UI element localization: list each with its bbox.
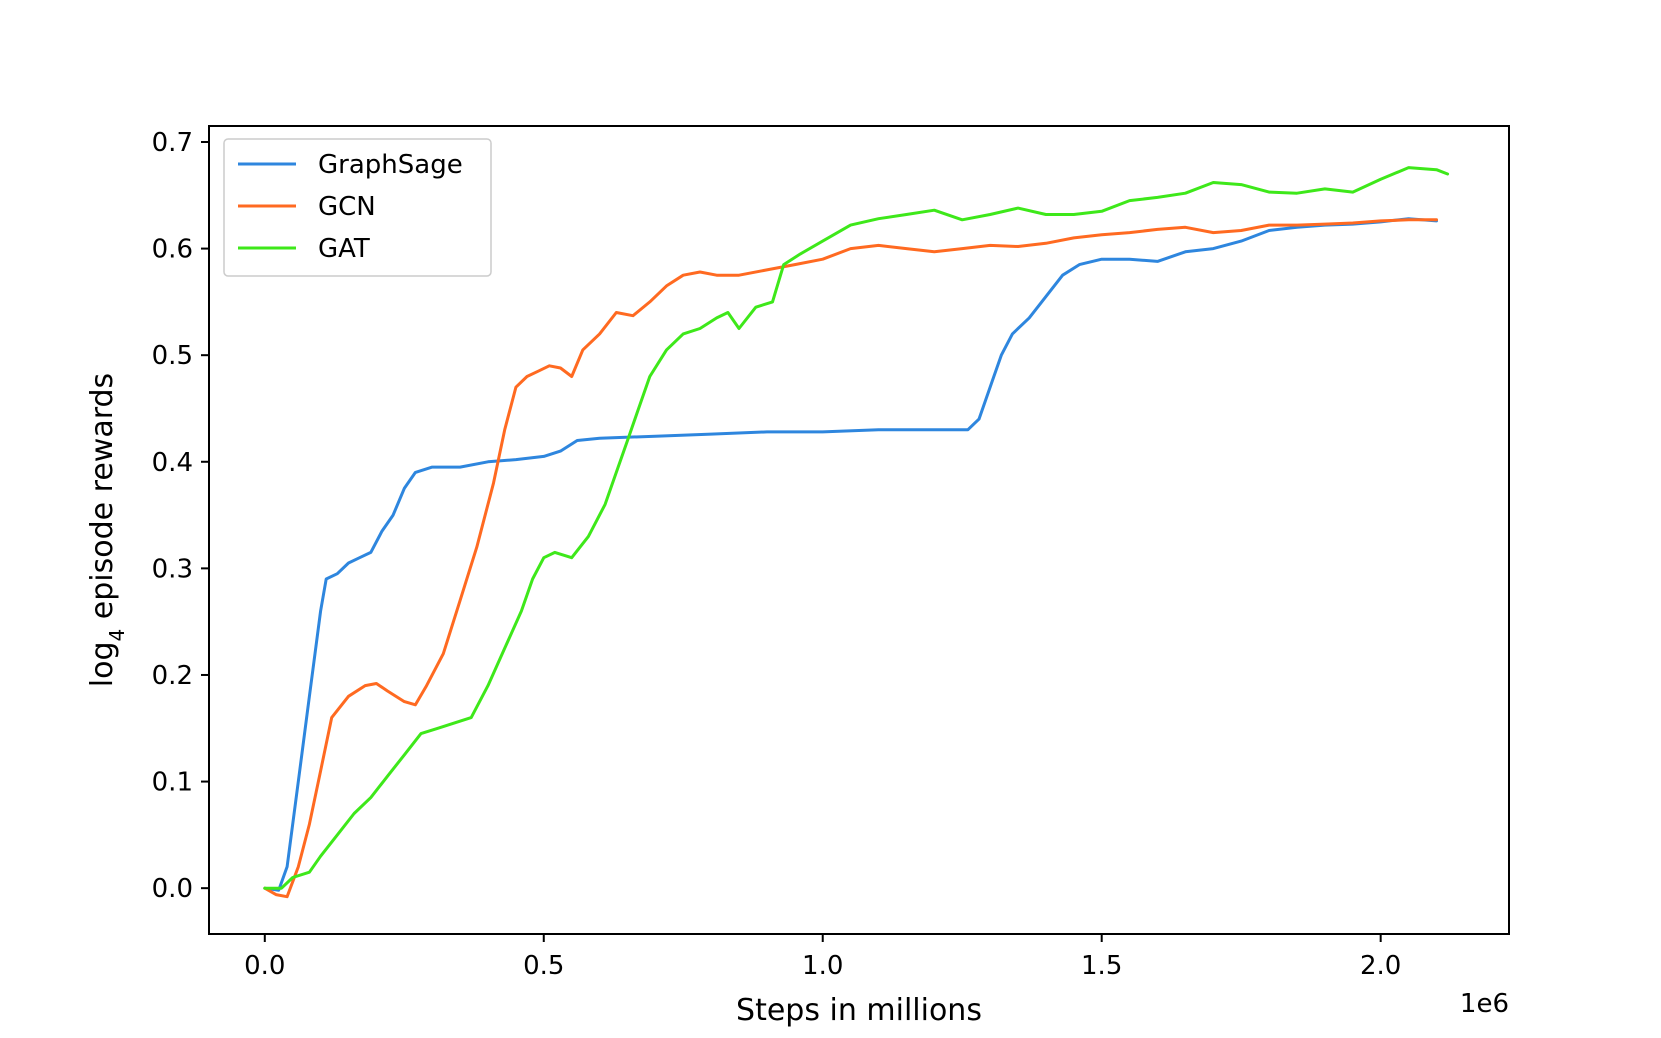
x-axis-label: Steps in millions	[736, 993, 982, 1028]
y-axis-label-subscript: 4	[105, 629, 129, 642]
y-axis-label: log4 episode rewards	[85, 373, 129, 687]
y-axis-label-rest: episode rewards	[85, 373, 120, 629]
x-offset-label: 1e6	[1460, 989, 1509, 1019]
x-tick-label: 1.5	[1081, 951, 1122, 981]
series-line-gat	[263, 166, 1450, 890]
legend-label-graphsage: GraphSage	[318, 150, 463, 180]
legend-label-gcn: GCN	[318, 192, 376, 222]
series-line-graphsage	[263, 217, 1438, 892]
y-tick-label: 0.2	[152, 661, 193, 691]
x-tick-label: 0.0	[244, 951, 285, 981]
series-line-gcn	[263, 218, 1438, 899]
legend-label-gat: GAT	[318, 234, 370, 264]
plot-lines	[263, 166, 1450, 899]
x-tick-label: 1.0	[802, 951, 843, 981]
y-axis-ticks: 0.0 0.1 0.2 0.3 0.4 0.5 0.6 0.7	[152, 128, 209, 904]
y-tick-label: 0.4	[152, 448, 193, 478]
y-axis-label-log: log	[85, 641, 120, 687]
x-tick-label: 2.0	[1360, 951, 1401, 981]
y-tick-label: 0.6	[152, 235, 193, 265]
y-tick-label: 0.7	[152, 128, 193, 158]
y-tick-label: 0.3	[152, 554, 193, 584]
y-tick-label: 0.5	[152, 341, 193, 371]
x-tick-label: 0.5	[523, 951, 564, 981]
y-tick-label: 0.1	[152, 768, 193, 798]
legend-box	[223, 138, 492, 277]
plot-frame	[208, 125, 1510, 935]
x-axis-ticks: 0.0 0.5 1.0 1.5 2.0	[244, 934, 1401, 981]
legend-items: GraphSage GCN GAT	[238, 150, 463, 264]
legend: GraphSage GCN GAT	[223, 138, 492, 277]
y-tick-label: 0.0	[152, 874, 193, 904]
